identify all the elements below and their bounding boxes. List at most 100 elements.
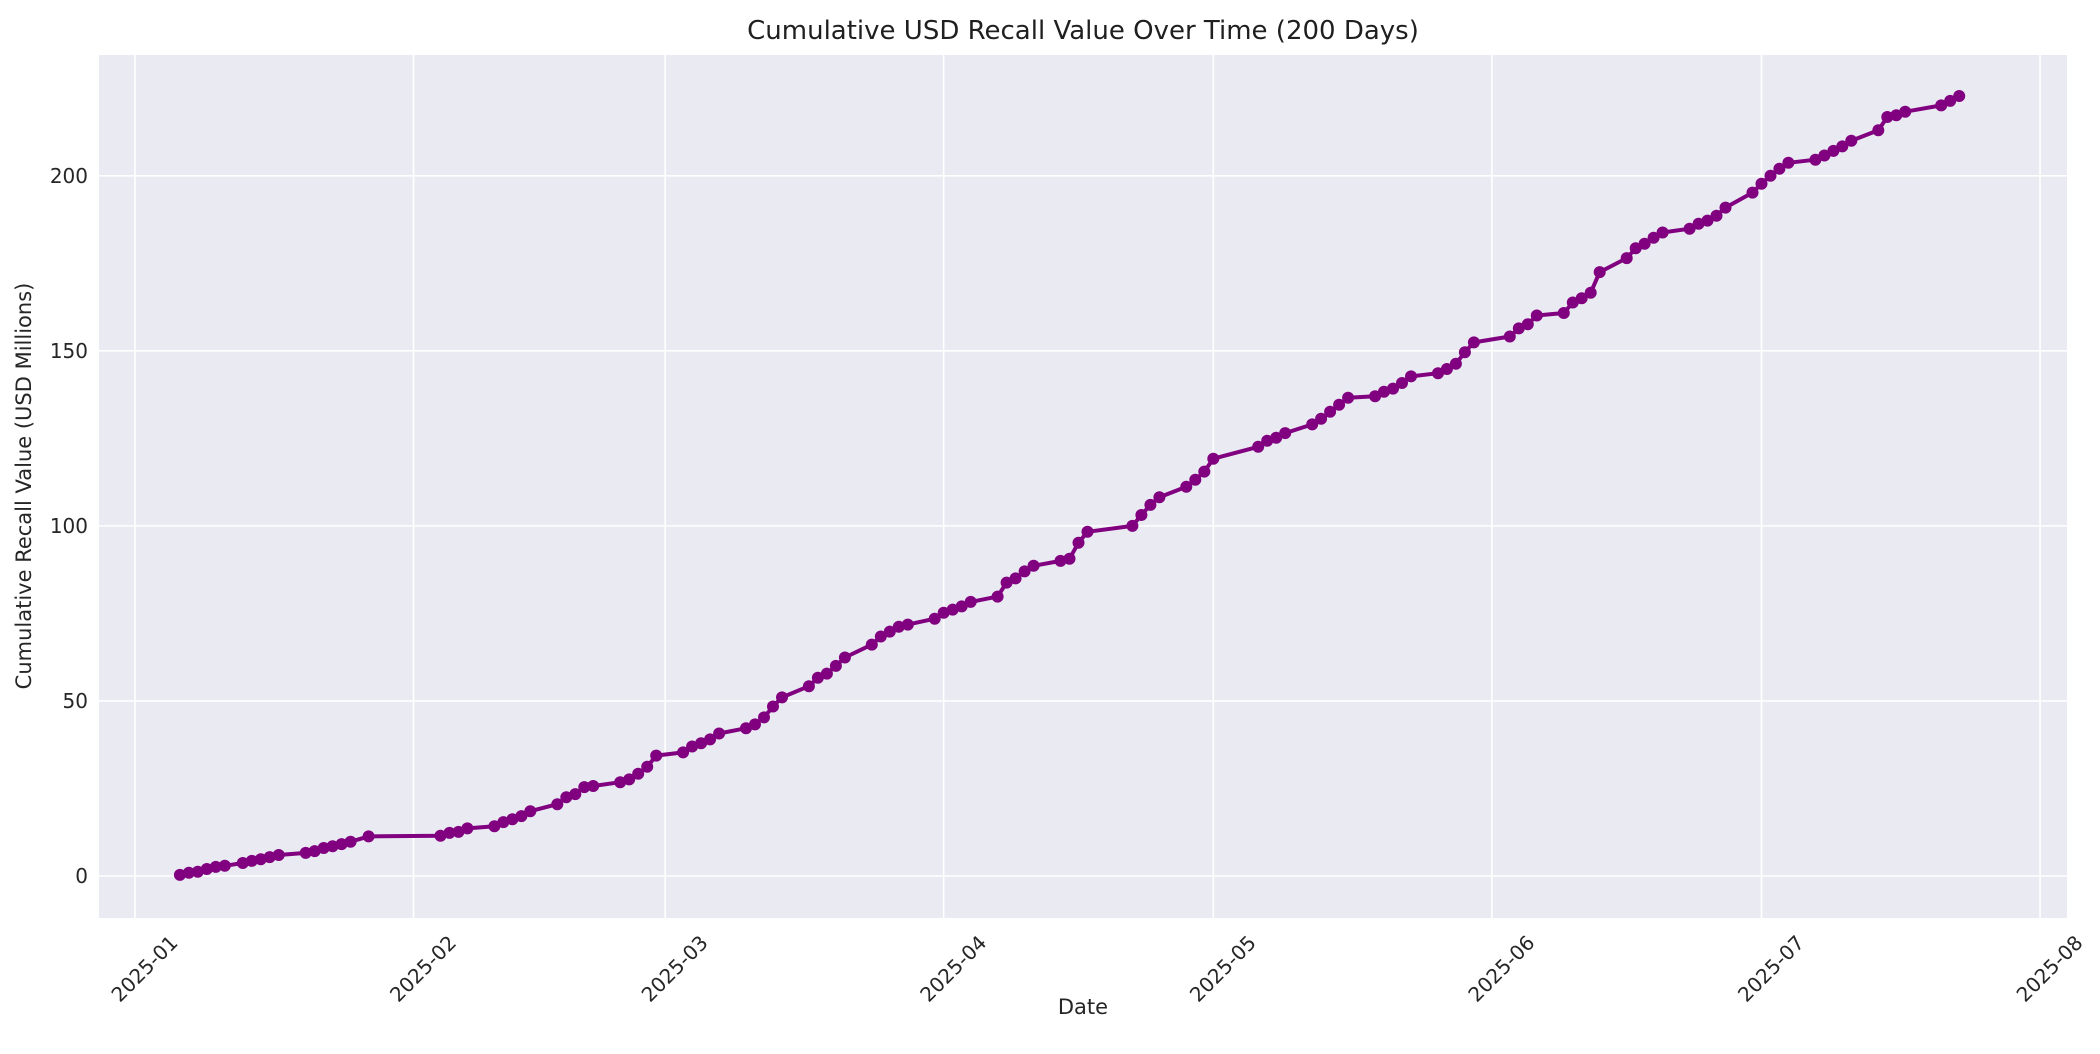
data-point-marker <box>1521 318 1534 331</box>
y-tick-label: 100 <box>50 514 88 538</box>
data-point-marker <box>1396 377 1408 389</box>
data-point-marker <box>802 680 815 693</box>
data-point-marker <box>1881 111 1894 123</box>
data-point-marker <box>1845 134 1858 147</box>
data-point-marker <box>820 667 833 680</box>
data-point-marker <box>209 860 222 873</box>
data-point-marker <box>1773 162 1786 175</box>
data-point-marker <box>335 838 348 851</box>
data-point-marker <box>829 659 842 672</box>
grid <box>99 55 2067 918</box>
x-tick-label: 2025-06 <box>1463 931 1539 1007</box>
data-point-marker <box>1746 186 1759 199</box>
data-point-marker <box>1440 363 1453 375</box>
data-point-marker <box>569 788 582 801</box>
data-point-marker <box>272 849 285 861</box>
data-point-marker <box>1701 214 1714 227</box>
data-point-marker <box>865 638 878 651</box>
data-point-marker <box>677 746 690 759</box>
data-point-marker <box>1503 330 1516 343</box>
data-point-marker <box>623 773 636 786</box>
data-point-marker <box>236 857 249 869</box>
data-point-marker <box>758 711 770 724</box>
data-point-marker <box>955 600 968 613</box>
data-point-marker <box>1872 124 1885 137</box>
data-point-marker <box>1467 336 1480 349</box>
data-point-marker <box>344 835 357 848</box>
data-point-marker <box>1593 266 1606 279</box>
data-point-marker <box>1719 201 1732 214</box>
x-tick-label: 2025-05 <box>1185 931 1261 1007</box>
data-point-marker <box>1405 370 1417 383</box>
data-point-marker <box>1953 90 1966 102</box>
data-point-marker <box>191 865 204 878</box>
data-point-marker <box>515 810 528 823</box>
data-point-marker <box>1755 177 1768 190</box>
data-point-marker <box>1584 286 1597 299</box>
data-point-marker <box>1827 144 1840 157</box>
data-point-marker <box>1180 480 1193 493</box>
data-point-marker <box>704 733 717 746</box>
data-point-marker <box>1935 99 1948 112</box>
data-point-marker <box>245 854 258 867</box>
data-point-marker <box>767 700 779 713</box>
data-point-marker <box>695 737 708 750</box>
data-point-marker <box>1198 465 1211 478</box>
data-point-marker <box>1809 153 1822 166</box>
data-point-marker <box>1153 491 1166 504</box>
data-point-marker <box>1530 309 1543 322</box>
data-point-marker <box>883 625 896 638</box>
y-axis-label: Cumulative Recall Value (USD Millions) <box>12 283 36 690</box>
data-point-marker <box>173 868 186 881</box>
y-tick-label: 50 <box>63 689 88 713</box>
data-point-marker <box>1261 434 1274 447</box>
data-point-marker <box>551 798 564 811</box>
x-tick-label: 2025-04 <box>915 931 991 1007</box>
data-point-marker <box>713 727 726 740</box>
data-point-marker <box>686 740 699 753</box>
data-point-marker <box>991 590 1004 603</box>
data-point-marker <box>1189 473 1202 486</box>
data-point-marker <box>1378 385 1390 398</box>
data-point-marker <box>1000 576 1013 589</box>
plot-area <box>99 55 2067 918</box>
data-point-marker <box>641 760 654 773</box>
data-point-marker <box>1512 322 1525 335</box>
data-point-marker <box>1306 418 1319 431</box>
data-point-marker <box>1620 252 1633 265</box>
data-point-marker <box>299 846 312 859</box>
data-point-marker <box>443 826 456 839</box>
data-point-marker <box>506 813 519 826</box>
data-point-marker <box>461 822 474 835</box>
data-point-marker <box>1009 572 1022 585</box>
data-point-marker <box>1575 292 1588 305</box>
data-point-marker <box>587 780 600 792</box>
data-point-marker <box>1683 222 1696 235</box>
y-tick-label: 200 <box>50 164 88 188</box>
data-point-marker <box>1782 156 1795 169</box>
data-point-marker <box>317 842 330 854</box>
data-point-marker <box>1063 552 1076 565</box>
data-point-marker <box>1899 105 1912 118</box>
series-group <box>173 90 1966 881</box>
data-point-marker <box>901 618 914 631</box>
x-tick-label: 2025-03 <box>637 931 713 1007</box>
data-point-marker <box>1333 398 1346 411</box>
data-point-marker <box>1647 231 1660 244</box>
data-point-marker <box>362 830 375 843</box>
data-point-marker <box>632 767 645 780</box>
data-point-marker <box>1270 431 1283 444</box>
data-point-marker <box>1656 226 1669 239</box>
data-point-marker <box>524 805 537 818</box>
data-point-marker <box>1324 405 1337 418</box>
data-point-marker <box>1054 554 1067 567</box>
data-point-marker <box>740 722 752 735</box>
data-point-marker <box>1557 307 1570 319</box>
y-tick-label: 0 <box>75 864 88 888</box>
data-point-marker <box>1072 536 1085 549</box>
y-tick-label: 150 <box>50 339 88 363</box>
data-point-marker <box>1764 169 1777 182</box>
series-markers <box>173 90 1966 881</box>
